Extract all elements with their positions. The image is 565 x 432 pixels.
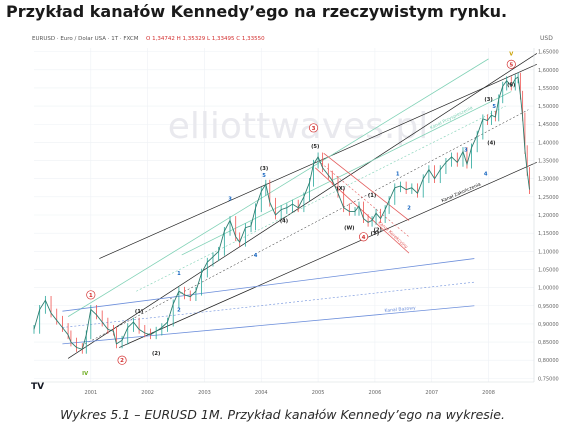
y-tick-label: 1,05000: [538, 267, 559, 273]
wave-label: 2: [407, 206, 411, 212]
wave-label: (5): [507, 82, 515, 88]
y-unit-label: USD: [540, 35, 553, 42]
wave-label: 4: [362, 235, 366, 241]
wave-label: 1: [396, 171, 400, 177]
wave-label: (2): [152, 351, 160, 357]
wave-label: (Y): [371, 231, 380, 237]
y-tick-label: 1,15000: [538, 231, 559, 237]
wave-annotations: 12345VIV(1)(2)(3)(4)(5)(X)(1)(W)(Y)(2)(3…: [82, 51, 516, 377]
x-tick-label: 2003: [198, 390, 211, 396]
wave-label: 5: [262, 173, 266, 179]
axes: 1,65000 1,60000 1,55000 1,50000 1,45000 1,400…: [34, 48, 559, 396]
channel-line: [119, 162, 537, 348]
x-tick-label: 2001: [84, 390, 97, 396]
tradingview-logo[interactable]: TV: [31, 382, 44, 392]
channel-line: [314, 167, 410, 254]
wave-label: 4: [254, 253, 258, 259]
wave-label: 5: [492, 104, 496, 110]
watermark-text: elliottwaves.pl: [168, 106, 428, 147]
x-tick-label: 2008: [482, 390, 495, 396]
channel-line: [323, 152, 410, 221]
x-tick-label: 2004: [255, 390, 268, 396]
wave-circle: [308, 123, 319, 133]
x-tick-label: 2002: [141, 390, 154, 396]
wave-label: 2: [177, 307, 181, 313]
channel-line: [67, 53, 538, 359]
channel-line: [181, 91, 512, 256]
channel-label: Kanał Korekcyjny: [377, 220, 410, 251]
channel-line: [136, 105, 506, 292]
wave-label: (1): [368, 193, 376, 199]
y-tick-label: 1,25000: [538, 195, 559, 201]
y-tick-label: 0,75000: [538, 376, 559, 382]
watermark-layer: elliottwaves.pl: [168, 106, 428, 147]
symbol-label[interactable]: EURUSD · Euro / Dolar USA · 1T · FXCM: [32, 36, 139, 42]
wave-label: (2): [374, 228, 382, 234]
channel-line: [62, 281, 475, 328]
wave-label: 3: [464, 148, 468, 154]
wave-label: 3: [228, 197, 232, 203]
wave-label: 5: [509, 62, 513, 68]
wave-label: 3: [312, 126, 316, 132]
channel-line: [62, 305, 475, 345]
wave-label: V: [509, 51, 513, 57]
y-tick-label: 0,95000: [538, 304, 559, 310]
y-tick-label: 0,85000: [538, 340, 559, 346]
channel-line: [85, 109, 529, 345]
y-tick-label: 1,60000: [538, 68, 559, 74]
wave-label: (3): [484, 97, 492, 103]
wave-label: 2: [120, 358, 124, 364]
chart-area: elliottwaves.pl Kanał Zakończenia Kanał P…: [28, 30, 562, 400]
wave-label: (4): [280, 218, 288, 224]
wave-circle: [86, 290, 96, 300]
x-tick-label: 2005: [312, 390, 325, 396]
wave-circle: [358, 232, 369, 242]
y-tick-label: 1,45000: [538, 122, 559, 128]
x-tick-label: 2006: [369, 390, 382, 396]
y-tick-label: 1,10000: [538, 249, 559, 255]
price-series: [33, 72, 530, 354]
wave-label: (W): [344, 226, 354, 232]
y-tick-label: 1,55000: [538, 86, 559, 92]
ohlc-label: O 1,34742 H 1,35329 L 1,33495 C 1,33550: [146, 36, 265, 42]
figure-caption: Wykres 5.1 – EURUSD 1M. Przykład kanałów…: [60, 407, 505, 422]
page-title: Przykład kanałów Kennedy’ego na rzeczywi…: [6, 2, 508, 21]
wave-circle: [117, 355, 127, 365]
y-tick-label: 0,90000: [538, 322, 559, 328]
y-tick-label: 1,40000: [538, 140, 559, 146]
y-tick-label: 1,20000: [538, 213, 559, 219]
channel-line: [67, 58, 489, 317]
wave-label: 4: [484, 171, 488, 177]
y-tick-label: 1,50000: [538, 104, 559, 110]
channel-line: [62, 258, 475, 312]
y-tick-label: 1,65000: [538, 50, 559, 56]
wave-label: (4): [487, 140, 495, 146]
price-line: [33, 76, 530, 350]
channel-label: Kanał Zakończenia: [440, 180, 482, 204]
wave-label: (3): [260, 166, 268, 172]
wave-label: 1: [177, 271, 181, 277]
wave-label: (5): [311, 144, 319, 150]
wave-label: 1: [89, 293, 93, 299]
y-tick-label: 1,00000: [538, 286, 559, 292]
y-tick-label: 0,80000: [538, 358, 559, 364]
y-tick-label: 1,30000: [538, 177, 559, 183]
y-tick-label: 1,35000: [538, 159, 559, 165]
x-tick-label: 2007: [425, 390, 438, 396]
wave-label: IV: [82, 371, 88, 377]
wave-label: (X): [336, 186, 345, 192]
header-labels: EURUSD · Euro / Dolar USA · 1T · FXCM O …: [31, 35, 553, 392]
wave-circle: [506, 59, 516, 69]
wave-label: (1): [135, 309, 143, 315]
channel-label: Kanał Bazowy: [384, 305, 416, 314]
